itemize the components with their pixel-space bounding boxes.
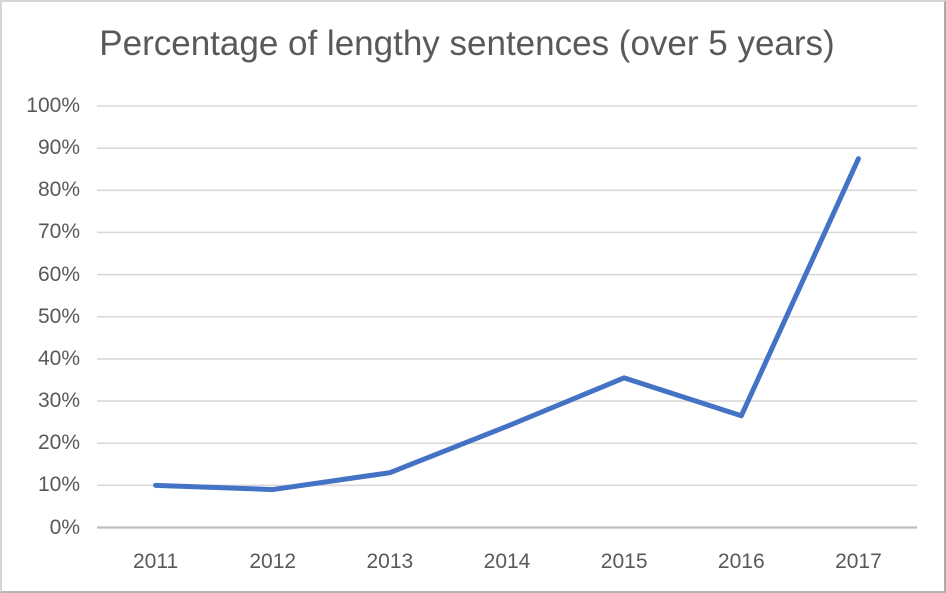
y-axis-tick-label: 60% <box>37 262 80 286</box>
x-axis-tick-label: 2012 <box>249 550 297 573</box>
y-axis-tick-label: 20% <box>37 431 80 455</box>
x-axis-tick-label: 2014 <box>483 550 531 573</box>
y-axis-tick-label: 80% <box>37 178 80 202</box>
y-axis-tick-label: 50% <box>37 304 80 328</box>
y-axis-tick-label: 30% <box>37 389 80 413</box>
y-axis-tick-label: 90% <box>37 136 80 160</box>
data-series-line <box>153 156 861 493</box>
y-axis-tick-label: 10% <box>37 473 80 497</box>
x-axis-tick-label: 2016 <box>717 550 765 573</box>
x-axis-tick-label: 2015 <box>600 550 648 573</box>
x-axis-tick-label: 2017 <box>835 550 882 573</box>
y-axis-tick-label: 70% <box>37 220 80 244</box>
y-axis-tick-label: 100% <box>26 94 80 117</box>
chart-title: Percentage of lengthy sentences (over 5 … <box>99 24 835 63</box>
y-axis-tick-label: 0% <box>49 515 80 539</box>
y-axis-tick-label: 40% <box>37 346 80 370</box>
x-axis-tick-label: 2013 <box>366 550 414 573</box>
x-axis-tick-label: 2011 <box>132 550 179 573</box>
